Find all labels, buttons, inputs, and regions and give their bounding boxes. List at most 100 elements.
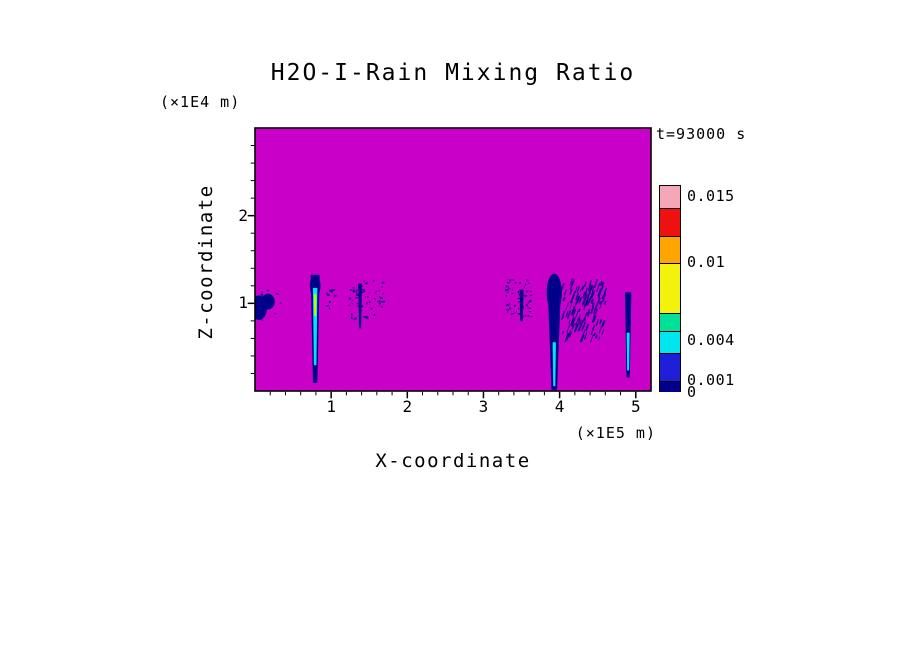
rain-shaft-streak (313, 294, 317, 317)
x-tick-label: 2 (402, 397, 413, 416)
rain-speckle (578, 314, 581, 319)
x-tick-label: 3 (478, 397, 489, 416)
rain-speckle (507, 286, 509, 289)
rain-speckle (275, 293, 279, 295)
rain-shaft-streak (358, 283, 362, 329)
rain-speckle (354, 297, 357, 299)
rain-speckle (374, 292, 376, 294)
rain-speckle (593, 332, 596, 337)
rain-speckle (577, 308, 581, 313)
rain-speckle (256, 313, 258, 316)
rain-speckle (257, 317, 259, 319)
rain-speckle (510, 313, 514, 315)
rain-speckle (524, 314, 527, 317)
rain-speckle (366, 302, 368, 305)
rain-speckle (515, 310, 517, 313)
rain-speckle (265, 305, 268, 308)
rain-speckle (368, 301, 371, 304)
rain-speckle (529, 316, 533, 318)
rain-cell-blob (261, 293, 275, 310)
rain-speckle (382, 300, 386, 303)
rain-speckle (348, 304, 351, 307)
rain-speckle (266, 289, 269, 292)
rain-speckle (518, 282, 522, 285)
rain-speckle (379, 305, 381, 307)
rain-speckle (506, 291, 509, 293)
colorbar (659, 185, 681, 392)
rain-speckle (326, 305, 329, 307)
rain-speckle (527, 306, 529, 309)
x-tick-label: 4 (554, 397, 565, 416)
rain-speckle (333, 294, 337, 297)
rain-speckle (264, 296, 267, 299)
rain-speckle (372, 280, 375, 282)
rain-speckle (379, 297, 383, 299)
rain-speckle (348, 297, 352, 300)
rain-shaft-streak (626, 332, 630, 371)
rain-speckle (525, 283, 527, 286)
colorbar-tick-label: 0.001 (687, 370, 735, 389)
rain-speckle (373, 297, 376, 300)
y-tick-label: 1 (238, 293, 248, 313)
rain-speckle (365, 282, 368, 285)
rain-speckle (510, 293, 514, 295)
rain-speckle (259, 303, 261, 305)
rain-speckle (517, 290, 519, 294)
rain-speckle (356, 302, 359, 305)
rain-speckle (525, 290, 529, 293)
colorbar-segment (660, 262, 680, 314)
y-axis-units-label: (×1E4 m) (160, 93, 241, 111)
rain-speckle (361, 285, 363, 287)
rain-speckle (367, 296, 369, 298)
rain-speckle (506, 304, 509, 307)
rain-speckle (529, 295, 531, 297)
colorbar-segment (660, 330, 680, 354)
rain-speckle (382, 292, 384, 295)
rain-speckle (513, 304, 516, 307)
colorbar-tick-label: 0 (687, 383, 697, 402)
rain-speckle (328, 307, 330, 310)
heatmap-field (255, 128, 651, 391)
rain-speckle (370, 308, 372, 310)
rain-speckle (505, 309, 508, 311)
rain-speckle (333, 288, 336, 292)
colorbar-segment (660, 380, 680, 392)
colorbar-tick-label: 0.004 (687, 330, 735, 349)
rain-speckle (375, 290, 377, 293)
rain-speckle (352, 289, 355, 293)
colorbar-labels: 0.015 0.01 0.004 0.001 0 (687, 185, 757, 402)
rain-speckle (595, 334, 598, 339)
rain-speckle (526, 280, 529, 282)
rain-speckle (381, 286, 383, 288)
x-tick-label: 5 (630, 397, 641, 416)
rain-speckle (528, 311, 532, 313)
colorbar-segment (660, 352, 680, 382)
colorbar-segment (660, 186, 680, 208)
rain-speckle (328, 301, 331, 303)
rain-speckle (350, 313, 353, 316)
rain-speckle (381, 281, 385, 284)
rain-speckle (366, 316, 369, 319)
rain-speckle (274, 312, 277, 315)
rain-speckle (377, 300, 379, 303)
rain-speckle (509, 308, 512, 310)
rain-speckle (329, 289, 331, 292)
rain-speckle (365, 296, 367, 298)
rain-speckle (262, 316, 265, 318)
rain-speckle (261, 319, 264, 321)
rain-speckle (523, 285, 525, 289)
colorbar-tick-label: 0.01 (687, 252, 726, 271)
rain-speckle (355, 293, 359, 297)
rain-speckle (527, 314, 530, 318)
rain-speckle (261, 291, 263, 294)
rain-speckle (378, 290, 380, 292)
rain-speckle (378, 302, 381, 305)
rain-speckle (528, 307, 532, 309)
rain-speckle (255, 318, 258, 320)
y-tick-label: 2 (238, 205, 248, 225)
rain-speckle (505, 285, 508, 288)
colorbar-segment (660, 312, 680, 332)
rain-speckle (598, 301, 602, 305)
rain-speckle (526, 279, 528, 281)
rain-speckle (525, 304, 529, 307)
